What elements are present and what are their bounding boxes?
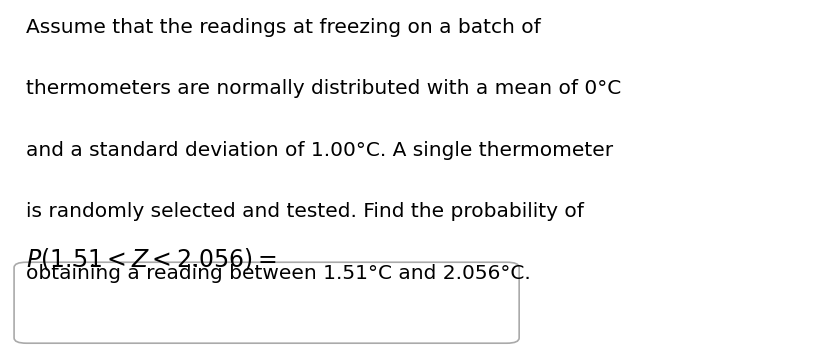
Text: $P(1.51 < Z < 2.056) =$: $P(1.51 < Z < 2.056) =$ [26, 246, 277, 272]
Text: obtaining a reading between 1.51°C and 2.056°C.: obtaining a reading between 1.51°C and 2… [26, 264, 531, 283]
Text: thermometers are normally distributed with a mean of 0°C: thermometers are normally distributed wi… [26, 79, 621, 98]
Text: Assume that the readings at freezing on a batch of: Assume that the readings at freezing on … [26, 18, 541, 37]
FancyBboxPatch shape [14, 262, 519, 343]
Text: and a standard deviation of 1.00°C. A single thermometer: and a standard deviation of 1.00°C. A si… [26, 141, 613, 160]
Text: is randomly selected and tested. Find the probability of: is randomly selected and tested. Find th… [26, 202, 584, 221]
